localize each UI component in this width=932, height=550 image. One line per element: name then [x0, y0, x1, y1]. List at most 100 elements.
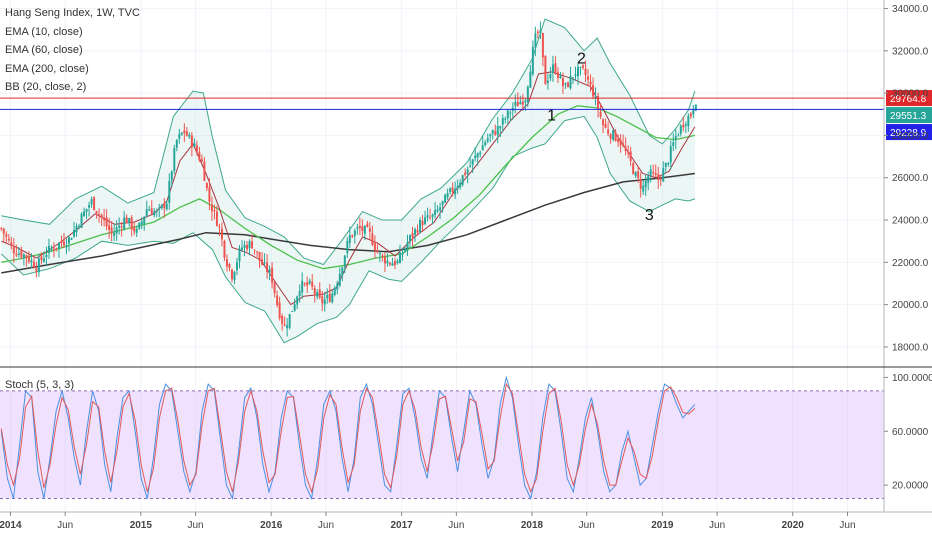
candle-body — [65, 245, 68, 248]
candle-body — [135, 228, 138, 234]
candle-body — [632, 163, 635, 175]
candle-body — [471, 159, 474, 165]
candle-body — [559, 75, 562, 79]
candle-body — [521, 101, 524, 105]
candle-body — [100, 214, 103, 218]
candle-body — [145, 209, 148, 217]
legend-ema10[interactable]: EMA (10, close) — [5, 25, 83, 38]
candle-body — [599, 111, 602, 117]
candle-body — [652, 172, 655, 174]
candle-body — [669, 146, 672, 163]
x-tick-label: Jun — [579, 520, 595, 531]
candle-body — [268, 269, 271, 273]
candle-body — [338, 273, 341, 286]
candle-body — [401, 253, 404, 255]
candle-body — [549, 74, 552, 79]
ema10-line — [1, 71, 696, 306]
candle-body — [672, 142, 675, 146]
candle-body — [659, 178, 662, 180]
candle-body — [398, 252, 401, 263]
candle-body — [343, 255, 346, 268]
candle-body — [173, 147, 176, 171]
candle-body — [376, 250, 379, 253]
candle-body — [481, 145, 484, 151]
candle-body — [170, 171, 173, 181]
candle-body — [228, 264, 231, 268]
candle-body — [160, 204, 163, 208]
candle-body — [210, 204, 213, 212]
candle-body — [353, 230, 356, 237]
candle-body — [336, 283, 339, 290]
candle-body — [569, 75, 572, 89]
candle-body — [128, 218, 131, 223]
candle-body — [17, 253, 20, 255]
candle-body — [271, 267, 274, 283]
candle-body — [531, 46, 534, 75]
x-tick-label: 2017 — [390, 520, 413, 531]
x-tick-label: 2019 — [651, 520, 674, 531]
candle-body — [331, 293, 334, 303]
candle-body — [198, 152, 201, 160]
candle-body — [546, 80, 549, 84]
candle-body — [378, 252, 381, 255]
legend-ema200[interactable]: EMA (200, close) — [5, 62, 89, 75]
x-tick-label: 2018 — [521, 520, 544, 531]
candle-body — [664, 162, 667, 167]
y-tick-label: 28000.0 — [892, 131, 929, 142]
candle-body — [70, 238, 73, 240]
candle-body — [421, 220, 424, 226]
candle-body — [27, 255, 30, 262]
legend-bb[interactable]: BB (20, close, 2) — [5, 81, 87, 93]
candle-body — [466, 169, 469, 174]
candle-body — [263, 262, 266, 264]
candle-body — [138, 222, 141, 229]
candle-body — [346, 241, 349, 254]
candle-body — [687, 115, 690, 127]
candle-body — [258, 251, 261, 261]
candle-body — [193, 143, 196, 147]
candle-body — [486, 138, 489, 142]
candle-body — [516, 101, 519, 107]
candle-body — [629, 151, 632, 162]
wave-annotation: 1 — [547, 108, 556, 125]
candle-body — [57, 243, 60, 249]
candle-body — [358, 226, 361, 229]
legend-title[interactable]: Hang Seng Index, 1W, TVC — [5, 7, 140, 19]
candle-body — [461, 175, 464, 185]
candle-body — [393, 261, 396, 266]
legend-stoch[interactable]: Stoch (5, 3, 3) — [5, 379, 75, 391]
candle-body — [73, 229, 76, 237]
candle-body — [474, 155, 477, 159]
candle-body — [544, 56, 547, 85]
candle-body — [113, 232, 116, 236]
candle-body — [45, 254, 48, 258]
candle-body — [185, 131, 188, 136]
candle-body — [519, 101, 522, 105]
candle-body — [301, 280, 304, 293]
candle-body — [190, 135, 193, 148]
candle-body — [0, 228, 3, 230]
candle-body — [208, 187, 211, 202]
candle-body — [637, 171, 640, 178]
candle-body — [459, 182, 462, 188]
x-tick-label: 2014 — [0, 520, 22, 531]
candle-body — [431, 214, 434, 217]
candle-body — [261, 259, 264, 265]
candle-body — [373, 243, 376, 251]
candle-body — [93, 197, 96, 211]
candle-body — [539, 30, 542, 34]
candle-body — [266, 262, 269, 273]
candle-body — [296, 296, 299, 305]
candle-body — [554, 63, 557, 73]
candle-body — [52, 248, 55, 251]
candle-body — [283, 324, 286, 326]
legend-ema60[interactable]: EMA (60, close) — [5, 44, 83, 56]
main-legend: Hang Seng Index, 1W, TVC EMA (10, close)… — [5, 4, 140, 97]
candle-body — [205, 183, 208, 189]
candle-body — [2, 228, 5, 234]
candle-body — [50, 248, 53, 250]
candle-body — [140, 221, 143, 225]
candle-body — [35, 268, 38, 272]
wave-annotation: 3 — [645, 207, 654, 224]
